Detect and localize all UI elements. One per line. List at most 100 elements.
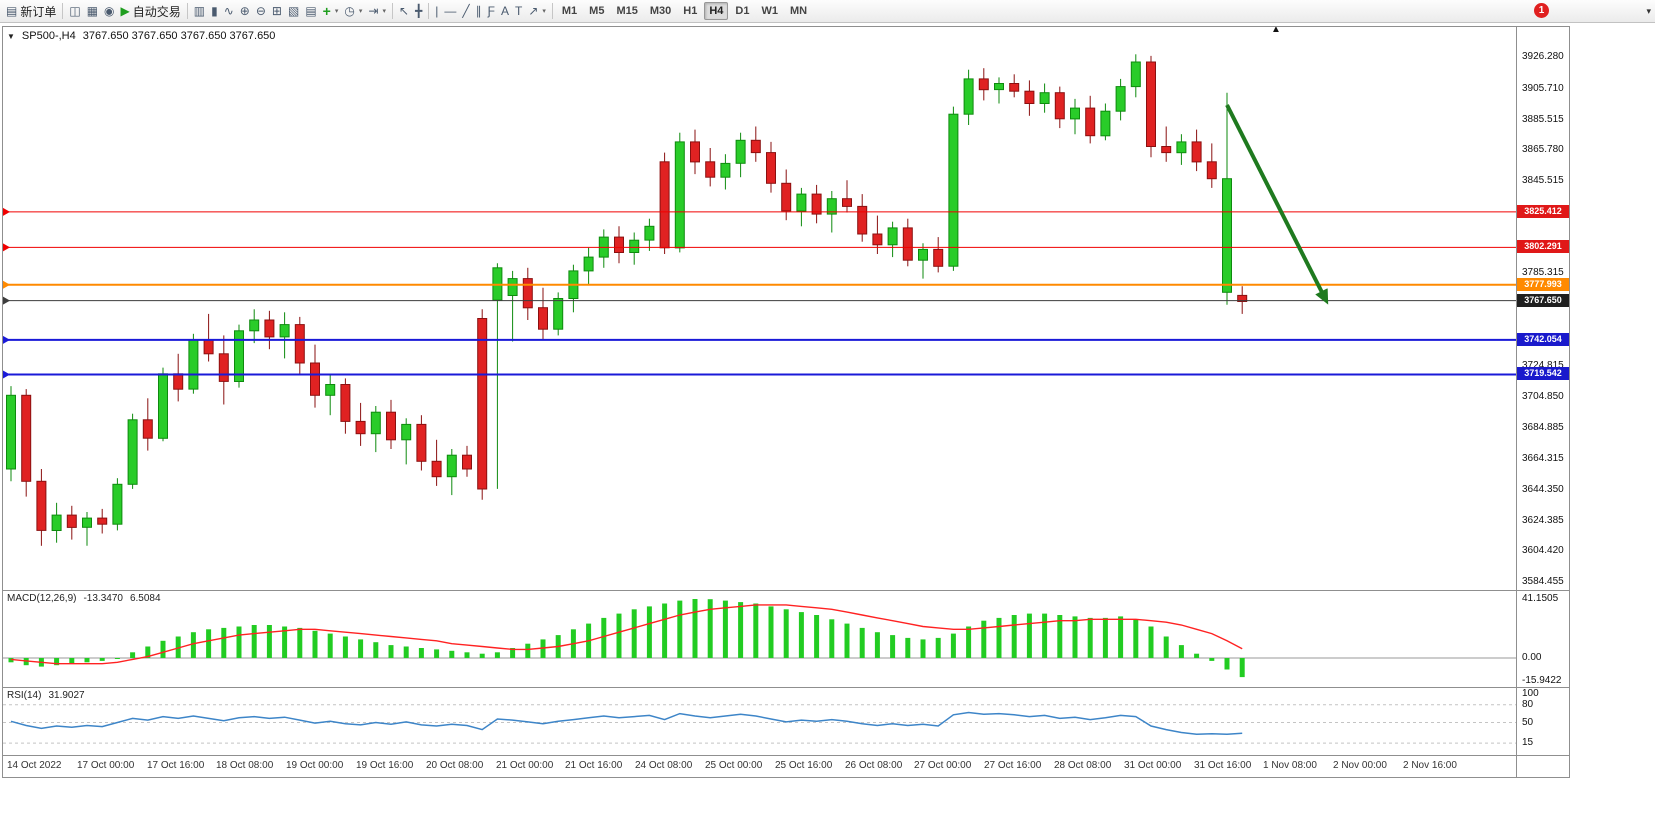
timeframe-h4-button[interactable]: H4 — [704, 2, 729, 20]
line-chart-button[interactable]: ∿ — [221, 2, 237, 21]
new-order-button[interactable]: ▤ 新订单 — [3, 2, 59, 21]
channel-button[interactable]: ∥ — [473, 2, 485, 21]
rsi-line — [10, 711, 1243, 736]
price-axis-label: 3926.280 — [1522, 51, 1564, 62]
cursor-button[interactable]: ↖ — [396, 2, 412, 21]
rsi-axis[interactable]: 100 80 50 15 — [1516, 687, 1569, 755]
time-axis[interactable]: 14 Oct 2022 17 Oct 00:00 17 Oct 16:00 18 Oc… — [3, 755, 1516, 777]
rsi-pane[interactable]: RSI(14) 31.9027 — [3, 687, 1516, 755]
time-axis-label: 1 Nov 08:00 — [1263, 760, 1317, 771]
timeframe-d1-button[interactable]: D1 — [735, 5, 750, 17]
tile-windows-button[interactable]: ⊞ — [269, 2, 285, 21]
price-axis-label: 3704.850 — [1522, 391, 1564, 402]
chevron-down-icon: ▾ — [358, 8, 363, 15]
macd-axis-label: -15.9422 — [1522, 675, 1562, 686]
window-menu-icon[interactable]: ▼ — [7, 32, 15, 41]
indicators-button[interactable]: ▧ — [285, 2, 302, 21]
add-indicator-button[interactable]: + ▾ — [320, 2, 342, 21]
time-axis-label: 2 Nov 00:00 — [1333, 760, 1387, 771]
plus-icon: + — [322, 3, 331, 19]
rsi-plot[interactable] — [3, 688, 1516, 755]
price-level-badge: 3825.412 — [1517, 205, 1569, 218]
charts-window-button[interactable]: ◫ — [66, 2, 83, 21]
trend-arrow-object[interactable] — [1225, 104, 1329, 305]
main-chart-pane[interactable]: ▼ SP500-,H4 3767.650 3767.650 3767.650 3… — [3, 27, 1516, 590]
timeframe-m30-button[interactable]: M30 — [649, 5, 672, 17]
price-axis-label: 3584.455 — [1522, 576, 1564, 587]
ohlc-values: 3767.650 3767.650 3767.650 3767.650 — [82, 30, 276, 42]
price-axis[interactable]: 3926.280 3905.710 3885.515 3865.780 3845.515… — [1516, 27, 1569, 590]
rsi-value: 31.9027 — [48, 690, 85, 701]
timeframe-h1-button[interactable]: H1 — [683, 5, 698, 17]
notification-badge[interactable]: 1 — [1534, 3, 1549, 18]
alerts-button[interactable]: ◉ — [101, 2, 117, 21]
horizontal-line-objects[interactable] — [3, 207, 1516, 379]
time-axis-label: 31 Oct 00:00 — [1124, 760, 1182, 771]
symbol-period-label: SP500-,H4 — [21, 30, 76, 42]
indicator-windows-icon: ▤ — [305, 4, 317, 18]
trendline-button[interactable]: ╱ — [459, 2, 472, 21]
timeframe-m15-button[interactable]: M15 — [616, 5, 638, 17]
time-axis-label: 28 Oct 08:00 — [1054, 760, 1112, 771]
macd-plot[interactable] — [3, 591, 1516, 687]
candlestick-plot[interactable] — [3, 27, 1516, 590]
indicator-windows-button[interactable]: ▤ — [302, 2, 319, 21]
timeframe-mn-button[interactable]: MN — [789, 5, 808, 17]
macd-histogram — [8, 599, 1245, 678]
rsi-label: RSI(14) — [7, 690, 42, 701]
chart-info-line: ▼ SP500-,H4 3767.650 3767.650 3767.650 3… — [7, 30, 275, 42]
timeframe-w1-button[interactable]: W1 — [761, 5, 778, 17]
horizontal-line-button[interactable]: — — [441, 2, 459, 21]
arrow-object-icon: ↗ — [528, 4, 539, 18]
fibonacci-button[interactable]: Ƒ — [485, 2, 498, 21]
price-axis-label: 3885.515 — [1522, 114, 1564, 125]
periods-menu-button[interactable]: ◷ ▾ — [341, 2, 365, 21]
clock-icon: ◷ — [344, 4, 355, 18]
time-axis-label: 26 Oct 08:00 — [845, 760, 903, 771]
macd-pane[interactable]: MACD(12,26,9) -13.3470 6.5084 — [3, 590, 1516, 687]
rsi-axis-label: 100 — [1522, 688, 1539, 699]
time-axis-corner — [1516, 755, 1569, 777]
time-axis-label: 25 Oct 16:00 — [775, 760, 833, 771]
toolbar-separator — [428, 3, 430, 19]
zoom-out-button[interactable]: ⊖ — [253, 2, 269, 21]
price-level-badge: 3719.542 — [1517, 367, 1569, 380]
crosshair-icon: ╋ — [415, 4, 423, 18]
time-axis-label: 27 Oct 00:00 — [914, 760, 972, 771]
vertical-line-button[interactable]: | — [432, 2, 441, 21]
profiles-button[interactable]: ▦ — [84, 2, 101, 21]
toolbar: ▤ 新订单 ◫ ▦ ◉ ▶ 自动交易 ▥ ▮ ∿ ⊕ ⊖ ⊞ ▧ ▤ + ▾ ◷ ▾ ⇥ ▾ ↖ ╋ | — ╱ ∥ Ƒ A T ↗ ▾ M1… — [0, 0, 1655, 23]
crosshair-button[interactable]: ╋ — [412, 2, 425, 21]
macd-header: MACD(12,26,9) -13.3470 6.5084 — [7, 593, 161, 604]
cursor-icon: ↖ — [398, 4, 410, 18]
text-icon: A — [500, 4, 509, 18]
chart-shift-button[interactable]: ⇥ ▾ — [365, 2, 389, 21]
line-chart-icon: ∿ — [223, 4, 234, 18]
zoom-in-button[interactable]: ⊕ — [237, 2, 253, 21]
horizontal-line-icon: — — [444, 4, 457, 18]
time-axis-label: 31 Oct 16:00 — [1194, 760, 1252, 771]
timeframe-m5-button[interactable]: M5 — [589, 5, 605, 17]
macd-axis[interactable]: 41.1505 0.00 -15.9422 — [1516, 590, 1569, 687]
chart-window-icon: ◫ — [69, 4, 81, 18]
timeframe-m1-button[interactable]: M1 — [561, 5, 578, 17]
candlestick-chart-button[interactable]: ▮ — [208, 2, 221, 21]
toolbar-separator — [186, 3, 188, 19]
bar-chart-button[interactable]: ▥ — [191, 2, 208, 21]
time-axis-label: 21 Oct 16:00 — [565, 760, 623, 771]
text-button[interactable]: A — [498, 2, 512, 21]
arrows-object-button[interactable]: ↗ ▾ — [525, 2, 549, 21]
text-label-button[interactable]: T — [512, 2, 525, 21]
toolbar-overflow-icon[interactable]: ▾ — [1646, 6, 1651, 16]
current-price-badge: 3767.650 — [1517, 294, 1569, 307]
price-axis-label: 3644.350 — [1522, 484, 1564, 495]
trendline-icon: ╱ — [462, 4, 470, 18]
chevron-down-icon: ▾ — [334, 8, 339, 15]
toolbar-separator — [391, 3, 393, 19]
price-axis-label: 3785.315 — [1522, 267, 1564, 278]
fibonacci-icon: Ƒ — [487, 4, 495, 18]
macd-axis-label: 41.1505 — [1522, 593, 1559, 604]
auto-trading-button[interactable]: ▶ 自动交易 — [118, 2, 184, 21]
time-axis-label: 24 Oct 08:00 — [635, 760, 693, 771]
new-order-button-label: 新订单 — [20, 4, 57, 19]
